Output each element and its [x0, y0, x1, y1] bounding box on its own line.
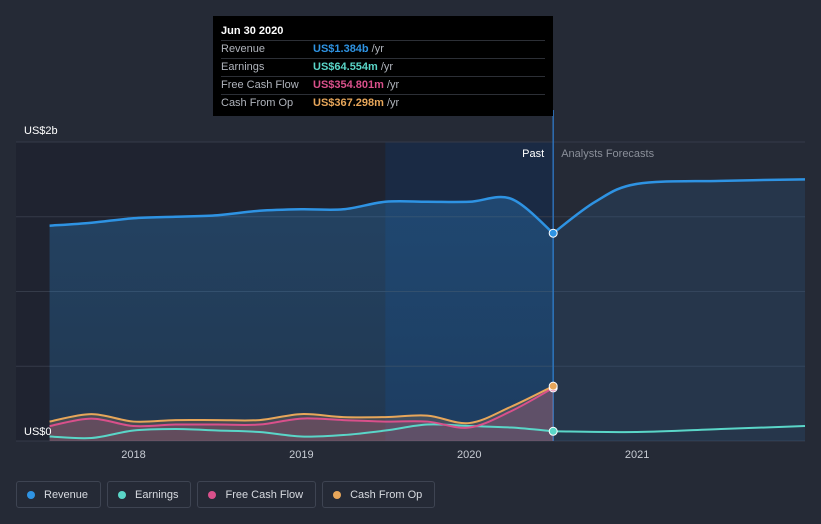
tooltip-unit: /yr	[371, 43, 384, 55]
forecast-label: Analysts Forecasts	[561, 148, 654, 160]
series-line-revenue	[49, 195, 555, 235]
series-line-cash-from-op	[49, 385, 554, 425]
x-tick-label: 2018	[121, 449, 145, 461]
data-point-earnings	[548, 426, 558, 436]
tooltip-row-earnings: Earnings US$64.554m /yr	[221, 58, 545, 76]
legend-dot-icon	[27, 490, 35, 499]
tooltip-unit: /yr	[386, 79, 400, 91]
tooltip-unit: /yr	[386, 97, 400, 109]
series-forecast-line-revenue	[552, 178, 806, 235]
tooltip-label: Cash From Op	[221, 97, 294, 109]
tooltip-value: US$367.298m	[313, 97, 384, 109]
past-label: Past	[522, 148, 544, 160]
cash-from-op-area	[49, 386, 554, 441]
legend-dot-icon	[118, 490, 127, 499]
tooltip-unit: /yr	[380, 61, 394, 73]
tooltip-label: Revenue	[221, 43, 266, 55]
tooltip-label: Earnings	[221, 61, 265, 73]
x-tick-label: 2019	[289, 449, 313, 461]
free-cash-flow-area	[49, 387, 554, 441]
x-tick-label: 2021	[625, 449, 649, 461]
tooltip-label: Free Cash Flow	[221, 79, 299, 91]
legend-dot-icon	[333, 490, 342, 499]
tooltip-row-free-cash-flow: Free Cash Flow US$354.801m /yr	[221, 76, 545, 94]
legend-item-earnings[interactable]: Earnings	[107, 481, 192, 508]
y-tick-label: US$2b	[24, 125, 58, 137]
series-line-earnings	[49, 423, 554, 440]
x-tick-label: 2020	[457, 449, 481, 461]
legend-label: Earnings	[135, 488, 179, 501]
chart-legend: Revenue Earnings Free Cash Flow Cash Fro…	[16, 481, 436, 508]
data-point-cash-from-op	[548, 381, 558, 391]
series-forecast-line-earnings	[553, 425, 806, 434]
tooltip-value: US$354.801m	[313, 79, 384, 91]
revenue-area	[49, 196, 554, 441]
legend-label: Cash From Op	[350, 488, 423, 501]
tooltip-value: US$64.554m	[313, 61, 378, 73]
data-tooltip: Jun 30 2020 Revenue US$1.384b /yr Earnin…	[213, 16, 553, 116]
legend-label: Revenue	[44, 488, 89, 501]
revenue-forecast-area	[553, 179, 805, 441]
legend-dot-icon	[208, 490, 217, 499]
y-tick-label: US$0	[24, 426, 52, 438]
tooltip-row-cash-from-op: Cash From Op US$367.298m /yr	[221, 94, 545, 112]
series-line-free-cash-flow	[49, 387, 554, 429]
legend-item-free-cash-flow[interactable]: Free Cash Flow	[197, 481, 317, 508]
tooltip-date: Jun 30 2020	[221, 25, 284, 37]
data-point-revenue	[548, 228, 558, 238]
tooltip-value: US$1.384b	[313, 43, 369, 55]
tooltip-row-revenue: Revenue US$1.384b /yr	[221, 40, 545, 58]
legend-label: Free Cash Flow	[225, 488, 304, 501]
legend-item-revenue[interactable]: Revenue	[16, 481, 102, 508]
chart-area: US$2b US$0 2018 2019 2020 2021 Past Analysts Fo…	[16, 110, 806, 461]
legend-item-cash-from-op[interactable]: Cash From Op	[322, 481, 436, 508]
